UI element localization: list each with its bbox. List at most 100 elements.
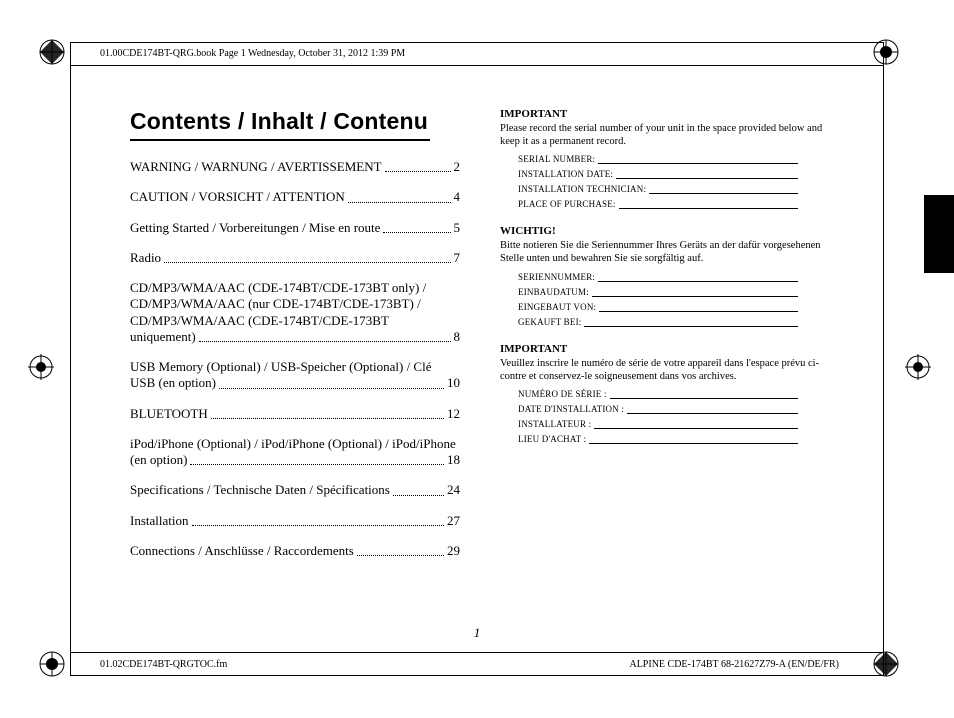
- section-description: Veuillez inscrire le numéro de série de …: [500, 357, 830, 383]
- field-blank-line: [610, 390, 798, 399]
- toc-leader-dots: [393, 495, 444, 496]
- field-list: SERIAL NUMBER: INSTALLATION DATE: INSTALLA…: [518, 154, 830, 209]
- field-label: GEKAUFT BEI:: [518, 317, 584, 327]
- toc-column: Contents / Inhalt / Contenu WARNING / WA…: [130, 108, 460, 573]
- toc-page-number: 24: [447, 482, 460, 498]
- field-blank-line: [589, 435, 798, 444]
- toc-text: CD/MP3/WMA/AAC (CDE-174BT/CDE-173BT only…: [130, 280, 426, 296]
- section-description: Please record the serial number of your …: [500, 122, 830, 148]
- toc-entry: USB Memory (Optional) / USB-Speicher (Op…: [130, 359, 460, 392]
- toc-text: USB (en option): [130, 375, 216, 391]
- toc-page-number: 2: [454, 159, 461, 175]
- field-label: INSTALLATION DATE:: [518, 169, 616, 179]
- field-row: EINGEBAUT VON:: [518, 302, 798, 312]
- field-label: INSTALLATION TECHNICIAN:: [518, 184, 649, 194]
- field-label: INSTALLATEUR :: [518, 419, 594, 429]
- toc-entry: CD/MP3/WMA/AAC (CDE-174BT/CDE-173BT only…: [130, 280, 460, 345]
- toc-page-number: 7: [454, 250, 461, 266]
- field-row: INSTALLATION DATE:: [518, 169, 798, 179]
- toc-entry: Radio 7: [130, 250, 460, 266]
- toc-text: CD/MP3/WMA/AAC (CDE-174BT/CDE-173BT: [130, 313, 389, 329]
- toc-page-number: 27: [447, 513, 460, 529]
- toc-entry: Specifications / Technische Daten / Spéc…: [130, 482, 460, 498]
- section-heading: IMPORTANT: [500, 108, 830, 120]
- field-row: NUMÉRO DE SÉRIE :: [518, 389, 798, 399]
- field-blank-line: [616, 170, 798, 179]
- serial-column: IMPORTANT Please record the serial number…: [500, 108, 830, 573]
- toc-entry: iPod/iPhone (Optional) / iPod/iPhone (Op…: [130, 436, 460, 469]
- field-label: EINGEBAUT VON:: [518, 302, 599, 312]
- toc-leader-dots: [385, 171, 451, 172]
- toc-text: Specifications / Technische Daten / Spéc…: [130, 482, 390, 498]
- toc-entry: WARNING / WARNUNG / AVERTISSEMENT 2: [130, 159, 460, 175]
- toc-page-number: 29: [447, 543, 460, 559]
- footer-band: 01.02CDE174BT-QRGTOC.fm ALPINE CDE-174BT…: [70, 652, 884, 676]
- field-blank-line: [598, 155, 798, 164]
- field-row: GEKAUFT BEI:: [518, 317, 798, 327]
- field-label: LIEU D'ACHAT :: [518, 434, 589, 444]
- toc-entry: CAUTION / VORSICHT / ATTENTION4: [130, 189, 460, 205]
- field-label: DATE D'INSTALLATION :: [518, 404, 627, 414]
- footer-right: ALPINE CDE-174BT 68-21627Z79-A (EN/DE/FR…: [629, 659, 839, 670]
- toc-text: USB Memory (Optional) / USB-Speicher (Op…: [130, 359, 432, 375]
- field-row: SERIAL NUMBER:: [518, 154, 798, 164]
- field-list: NUMÉRO DE SÉRIE : DATE D'INSTALLATION : IN…: [518, 389, 830, 444]
- field-row: INSTALLATEUR :: [518, 419, 798, 429]
- toc-text: Radio: [130, 250, 161, 266]
- registration-mark-icon: [26, 352, 56, 382]
- toc-page-number: 10: [447, 375, 460, 391]
- toc-text: iPod/iPhone (Optional) / iPod/iPhone (Op…: [130, 436, 456, 452]
- section-description: Bitte notieren Sie die Seriennummer Ihre…: [500, 239, 830, 265]
- field-row: SERIENNUMMER:: [518, 272, 798, 282]
- toc-leader-dots: [192, 525, 445, 526]
- toc-text: (en option): [130, 452, 187, 468]
- toc-page-number: 12: [447, 406, 460, 422]
- toc-page-number: 18: [447, 452, 460, 468]
- footer-left: 01.02CDE174BT-QRGTOC.fm: [100, 659, 227, 670]
- field-list: SERIENNUMMER: EINBAUDATUM: EINGEBAUT VON: G…: [518, 272, 830, 327]
- field-row: LIEU D'ACHAT :: [518, 434, 798, 444]
- toc-leader-dots: [383, 232, 450, 233]
- section-heading: IMPORTANT: [500, 343, 830, 355]
- crop-mark-icon: [36, 36, 68, 68]
- toc-leader-dots: [357, 555, 444, 556]
- field-row: INSTALLATION TECHNICIAN:: [518, 184, 798, 194]
- header-band: 01.00CDE174BT-QRG.book Page 1 Wednesday,…: [70, 42, 884, 66]
- field-label: PLACE OF PURCHASE:: [518, 199, 619, 209]
- header-text: 01.00CDE174BT-QRG.book Page 1 Wednesday,…: [100, 48, 405, 59]
- content-area: Contents / Inhalt / Contenu WARNING / WA…: [130, 108, 830, 573]
- toc-text: Connections / Anschlüsse / Raccordements: [130, 543, 354, 559]
- crop-mark-icon: [870, 36, 902, 68]
- toc-page-number: 5: [454, 220, 461, 236]
- toc-entry: Connections / Anschlüsse / Raccordements…: [130, 543, 460, 559]
- toc-entry: Getting Started / Vorbereitungen / Mise …: [130, 220, 460, 236]
- field-row: DATE D'INSTALLATION :: [518, 404, 798, 414]
- field-row: EINBAUDATUM:: [518, 287, 798, 297]
- field-blank-line: [584, 318, 798, 327]
- field-label: SERIENNUMMER:: [518, 272, 598, 282]
- field-blank-line: [599, 303, 798, 312]
- page-number: 1: [0, 625, 954, 641]
- toc-text: WARNING / WARNUNG / AVERTISSEMENT: [130, 159, 382, 175]
- toc-leader-dots: [348, 202, 451, 203]
- toc-leader-dots: [211, 418, 444, 419]
- toc-text: BLUETOOTH: [130, 406, 208, 422]
- toc-page-number: 4: [454, 189, 461, 205]
- toc-list: WARNING / WARNUNG / AVERTISSEMENT 2 CAUTIO…: [130, 159, 460, 559]
- toc-entry: BLUETOOTH 12: [130, 406, 460, 422]
- toc-entry: Installation 27: [130, 513, 460, 529]
- toc-page-number: 8: [454, 329, 461, 345]
- crop-mark-icon: [870, 648, 902, 680]
- page-title: Contents / Inhalt / Contenu: [130, 108, 430, 141]
- toc-text: Getting Started / Vorbereitungen / Mise …: [130, 220, 380, 236]
- field-label: EINBAUDATUM:: [518, 287, 592, 297]
- field-label: SERIAL NUMBER:: [518, 154, 598, 164]
- registration-mark-icon: [903, 352, 933, 382]
- toc-leader-dots: [199, 341, 451, 342]
- section-heading: WICHTIG!: [500, 225, 830, 237]
- toc-leader-dots: [190, 464, 444, 465]
- field-blank-line: [619, 200, 798, 209]
- toc-text: Installation: [130, 513, 189, 529]
- field-row: PLACE OF PURCHASE:: [518, 199, 798, 209]
- field-blank-line: [598, 273, 798, 282]
